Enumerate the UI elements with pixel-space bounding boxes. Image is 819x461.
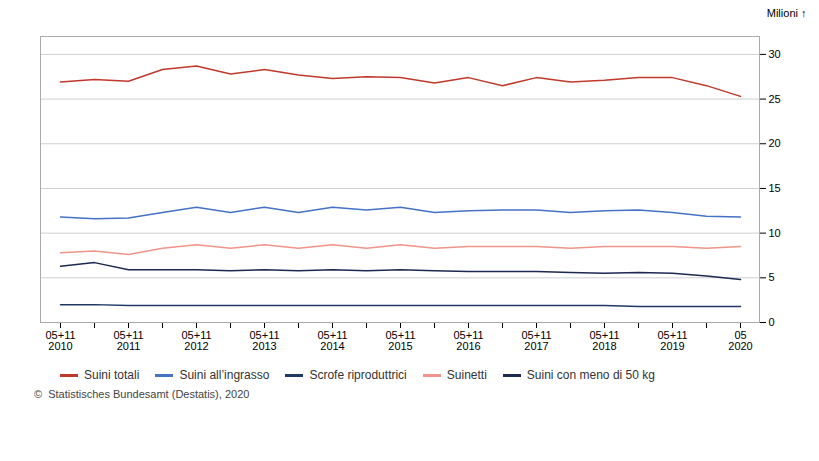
svg-text:05+112018: 05+112018 [589, 329, 619, 352]
svg-text:05+112015: 05+112015 [385, 329, 415, 352]
svg-text:0: 0 [769, 316, 775, 328]
svg-text:05+112019: 05+112019 [657, 329, 687, 352]
svg-text:25: 25 [769, 93, 781, 105]
svg-text:30: 30 [769, 48, 781, 60]
svg-text:20: 20 [769, 137, 781, 149]
svg-text:05+112010: 05+112010 [45, 329, 75, 352]
svg-text:05+112016: 05+112016 [453, 329, 483, 352]
svg-text:Milioni ↑: Milioni ↑ [767, 7, 807, 19]
html-text:Suini con meno di 50 kg: Suini con meno di 50 kg [526, 368, 655, 382]
html-text:Suinetti: Suinetti [446, 368, 487, 382]
svg-text:05+112017: 05+112017 [521, 329, 551, 352]
html-text:Scrofe riproduttrici: Scrofe riproduttrici [309, 368, 407, 382]
html-text:© Statistisches Bundesamt (Des: © Statistisches Bundesamt (Destatis), 20… [34, 388, 250, 400]
svg-text:05+112012: 05+112012 [181, 329, 211, 352]
svg-text:05+112011: 05+112011 [113, 329, 143, 352]
svg-text:052020: 052020 [728, 329, 752, 352]
html-text:Suini all’ingrasso: Suini all’ingrasso [179, 368, 270, 382]
svg-text:15: 15 [769, 182, 781, 194]
svg-text:10: 10 [769, 227, 781, 239]
svg-text:5: 5 [769, 271, 775, 283]
html-text:Suini totali: Suini totali [84, 368, 140, 382]
svg-text:05+112014: 05+112014 [317, 329, 347, 352]
svg-text:05+112013: 05+112013 [249, 329, 279, 352]
